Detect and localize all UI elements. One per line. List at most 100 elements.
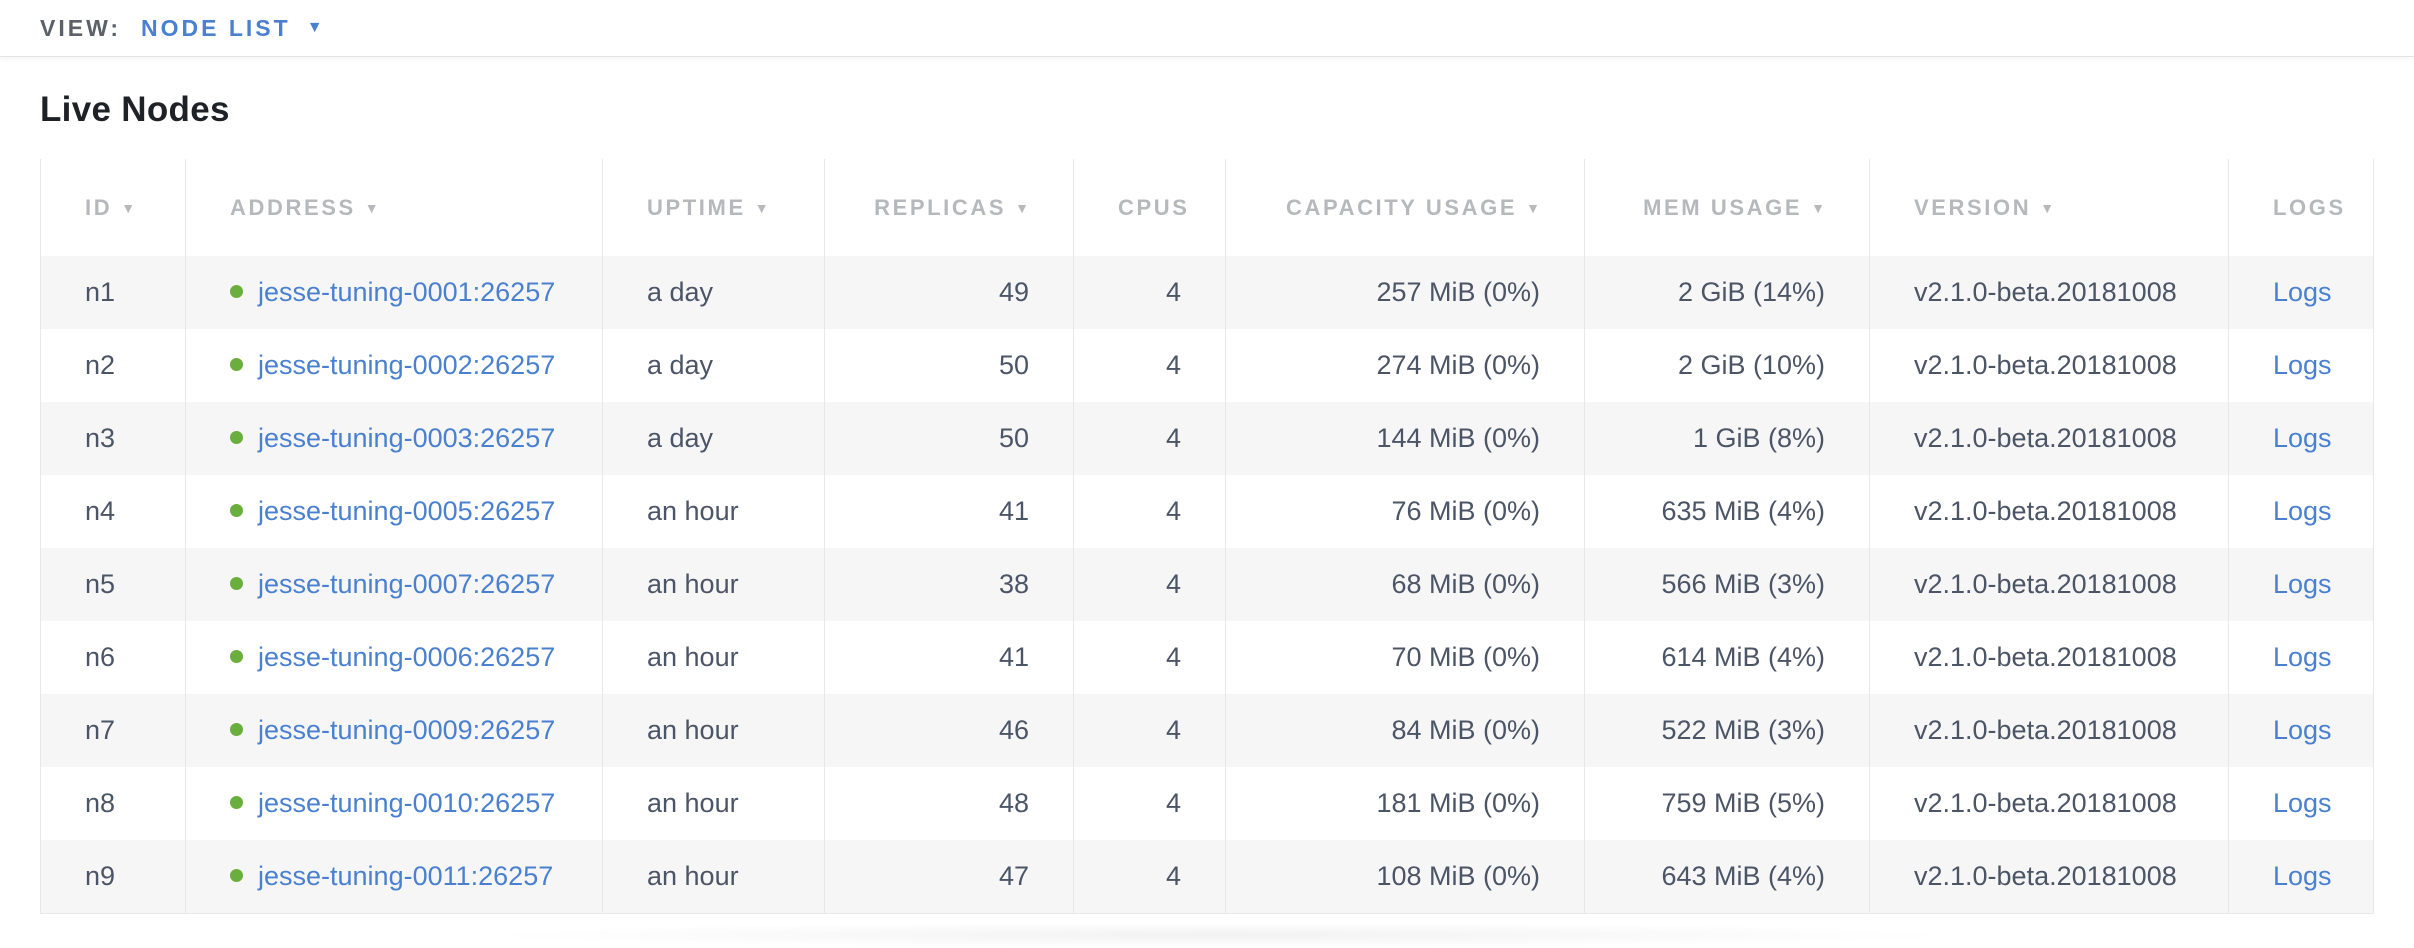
cell-capacity_usage: 181 MiB (0%) — [1225, 767, 1585, 840]
cell-id: n6 — [40, 621, 186, 694]
cell-mem_usage: 759 MiB (5%) — [1584, 767, 1870, 840]
cell-id: n7 — [40, 694, 186, 767]
column-header-label: LOGS — [2273, 194, 2346, 220]
column-header-label: UPTIME — [647, 194, 746, 220]
node-healthy-status-icon — [230, 358, 243, 371]
cell-replicas: 38 — [824, 548, 1074, 621]
node-address-link[interactable]: jesse-tuning-0002:26257 — [258, 350, 556, 380]
cell-uptime: an hour — [602, 840, 825, 913]
node-address-link[interactable]: jesse-tuning-0006:26257 — [258, 642, 556, 672]
column-header-replicas[interactable]: REPLICAS ▼ — [824, 159, 1074, 256]
logs-link[interactable]: Logs — [2273, 423, 2332, 453]
cell-cpus: 4 — [1073, 548, 1226, 621]
node-row-n6: n6 jesse-tuning-0006:26257 an hour 41 4 70 Mi… — [40, 621, 2374, 694]
node-healthy-status-icon — [230, 650, 243, 663]
view-label: VIEW: — [40, 14, 122, 41]
view-toolbar: VIEW: NODE LIST ▼ — [0, 0, 2414, 57]
node-row-n7: n7 jesse-tuning-0009:26257 an hour 46 4 84 Mi… — [40, 694, 2374, 767]
column-header-label: REPLICAS — [874, 194, 1007, 220]
node-address-link[interactable]: jesse-tuning-0001:26257 — [258, 277, 556, 307]
cell-id: n3 — [40, 402, 186, 475]
cell-cpus: 4 — [1073, 621, 1226, 694]
cell-cpus: 4 — [1073, 694, 1226, 767]
cell-version: v2.1.0-beta.20181008 — [1869, 256, 2229, 329]
node-row-n1: n1 jesse-tuning-0001:26257 a day 49 4 257 MiB… — [40, 256, 2374, 329]
cell-replicas: 49 — [824, 256, 1074, 329]
column-header-mem_usage[interactable]: MEM USAGE ▼ — [1584, 159, 1870, 256]
cell-version: v2.1.0-beta.20181008 — [1869, 621, 2229, 694]
cell-capacity_usage: 108 MiB (0%) — [1225, 840, 1585, 913]
sort-desc-icon: ▼ — [1015, 199, 1029, 216]
cell-mem_usage: 643 MiB (4%) — [1584, 840, 1870, 913]
node-address-link[interactable]: jesse-tuning-0009:26257 — [258, 715, 556, 745]
cell-mem_usage: 566 MiB (3%) — [1584, 548, 1870, 621]
column-header-id[interactable]: ID ▼ — [40, 159, 186, 256]
cell-mem_usage: 522 MiB (3%) — [1584, 694, 1870, 767]
column-header-uptime[interactable]: UPTIME ▼ — [602, 159, 825, 256]
column-header-label: ADDRESS — [230, 194, 356, 220]
table-header: ID ▼ ADDRESS ▼ UPTIME ▼ REPLICAS ▼ CPUS CAPACITY … — [40, 159, 2374, 256]
node-address-link[interactable]: jesse-tuning-0007:26257 — [258, 569, 556, 599]
logs-link[interactable]: Logs — [2273, 277, 2332, 307]
node-address-cell: jesse-tuning-0002:26257 — [185, 329, 603, 402]
cell-replicas: 46 — [824, 694, 1074, 767]
logs-link[interactable]: Logs — [2273, 350, 2332, 380]
column-header-capacity_usage[interactable]: CAPACITY USAGE ▼ — [1225, 159, 1585, 256]
node-address-cell: jesse-tuning-0003:26257 — [185, 402, 603, 475]
logs-link[interactable]: Logs — [2273, 860, 2332, 891]
cell-capacity_usage: 274 MiB (0%) — [1225, 329, 1585, 402]
node-row-n9: n9 jesse-tuning-0011:26257 an hour 47 4 108 M… — [40, 840, 2374, 913]
cell-id: n2 — [40, 329, 186, 402]
node-address-link[interactable]: jesse-tuning-0010:26257 — [258, 788, 556, 818]
node-address-cell: jesse-tuning-0001:26257 — [185, 256, 603, 329]
cell-uptime: an hour — [602, 767, 825, 840]
sort-desc-icon: ▼ — [1811, 199, 1825, 216]
cell-capacity_usage: 76 MiB (0%) — [1225, 475, 1585, 548]
logs-link[interactable]: Logs — [2273, 496, 2332, 526]
logs-cell: Logs — [2228, 548, 2374, 621]
view-dropdown[interactable]: NODE LIST ▼ — [141, 15, 323, 42]
cell-cpus: 4 — [1073, 329, 1226, 402]
logs-link[interactable]: Logs — [2273, 569, 2332, 599]
logs-link[interactable]: Logs — [2273, 642, 2332, 672]
cell-id: n9 — [40, 840, 186, 913]
view-dropdown-value[interactable]: NODE LIST — [141, 14, 291, 41]
cell-cpus: 4 — [1073, 767, 1226, 840]
node-address-link[interactable]: jesse-tuning-0011:26257 — [258, 860, 554, 891]
cell-version: v2.1.0-beta.20181008 — [1869, 840, 2229, 913]
column-header-logs: LOGS — [2228, 159, 2374, 256]
node-address-cell: jesse-tuning-0011:26257 — [185, 840, 603, 913]
page-bottom-shadow — [470, 921, 1970, 948]
cell-cpus: 4 — [1073, 475, 1226, 548]
node-address-link[interactable]: jesse-tuning-0003:26257 — [258, 423, 556, 453]
node-healthy-status-icon — [230, 577, 243, 590]
logs-link[interactable]: Logs — [2273, 715, 2332, 745]
logs-cell: Logs — [2228, 840, 2374, 913]
logs-cell: Logs — [2228, 402, 2374, 475]
logs-cell: Logs — [2228, 475, 2374, 548]
column-header-version[interactable]: VERSION ▼ — [1869, 159, 2229, 256]
cell-mem_usage: 2 GiB (14%) — [1584, 256, 1870, 329]
cell-mem_usage: 1 GiB (8%) — [1584, 402, 1870, 475]
sort-desc-icon: ▼ — [1526, 199, 1540, 216]
cell-capacity_usage: 70 MiB (0%) — [1225, 621, 1585, 694]
sort-desc-icon: ▼ — [364, 199, 379, 216]
cell-cpus: 4 — [1073, 256, 1226, 329]
cell-replicas: 41 — [824, 475, 1074, 548]
cell-replicas: 41 — [824, 621, 1074, 694]
column-header-address[interactable]: ADDRESS ▼ — [185, 159, 603, 256]
logs-link[interactable]: Logs — [2273, 788, 2332, 818]
cell-replicas: 50 — [824, 329, 1074, 402]
cell-cpus: 4 — [1073, 402, 1226, 475]
node-address-cell: jesse-tuning-0007:26257 — [185, 548, 603, 621]
logs-cell: Logs — [2228, 767, 2374, 840]
node-address-link[interactable]: jesse-tuning-0005:26257 — [258, 496, 556, 526]
sort-desc-icon: ▼ — [121, 199, 136, 216]
cell-id: n1 — [40, 256, 186, 329]
cell-mem_usage: 614 MiB (4%) — [1584, 621, 1870, 694]
cell-id: n8 — [40, 767, 186, 840]
cell-replicas: 50 — [824, 402, 1074, 475]
cell-id: n5 — [40, 548, 186, 621]
cell-uptime: a day — [602, 256, 825, 329]
cell-uptime: an hour — [602, 621, 825, 694]
